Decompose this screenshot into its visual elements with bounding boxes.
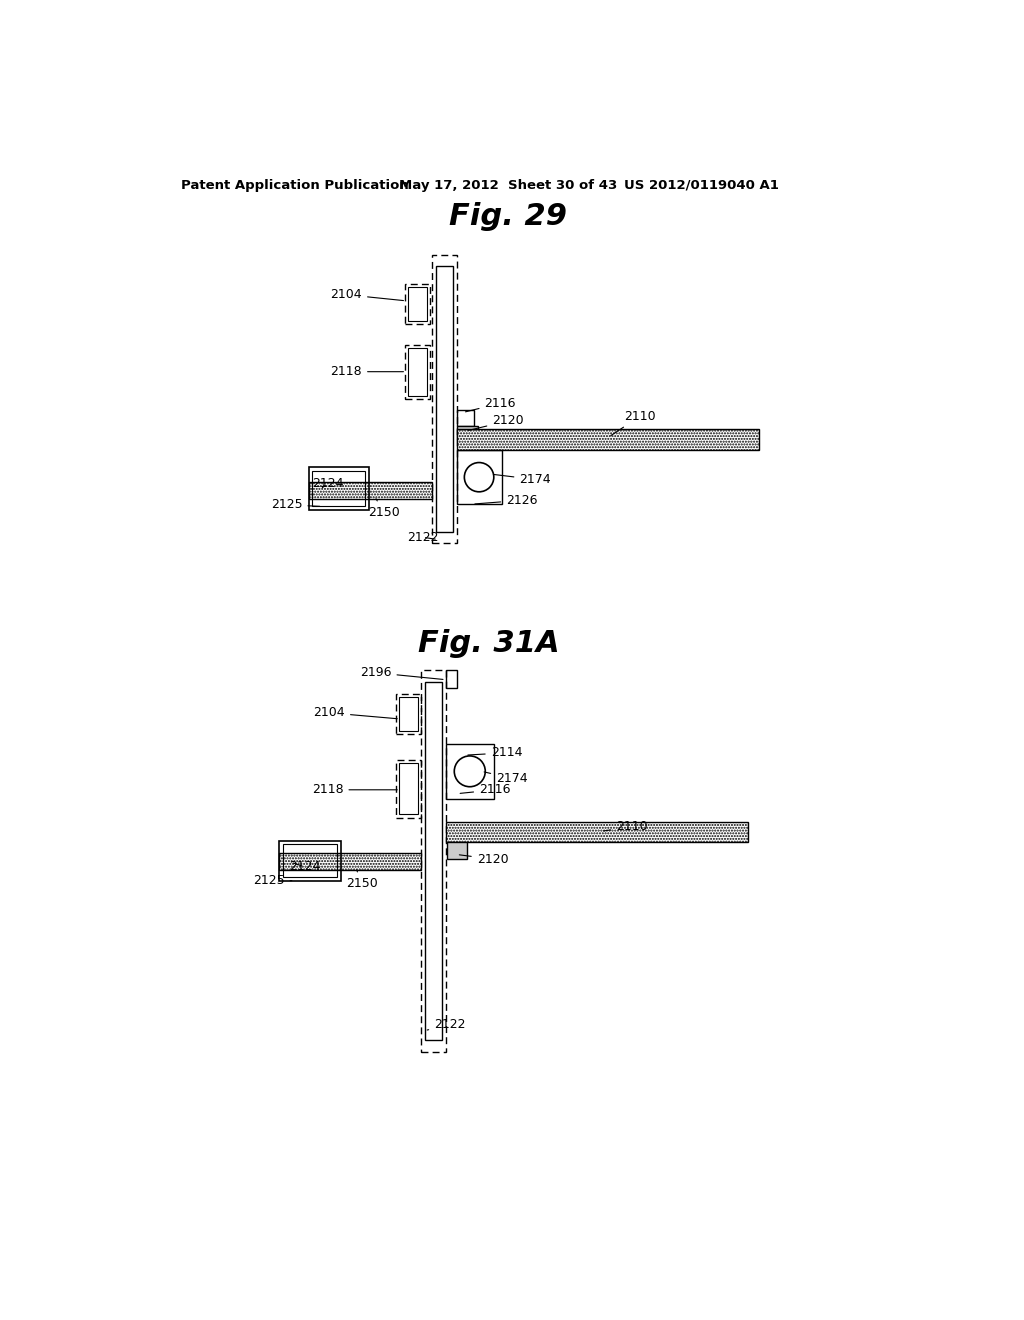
Text: Fig. 29: Fig. 29 xyxy=(449,202,566,231)
Bar xyxy=(457,411,474,425)
Bar xyxy=(421,671,445,1052)
Text: 2196: 2196 xyxy=(360,667,443,680)
Text: 2124: 2124 xyxy=(312,477,343,490)
Bar xyxy=(457,450,502,504)
Text: 2104: 2104 xyxy=(331,288,403,301)
Text: 2110: 2110 xyxy=(603,820,648,833)
Bar xyxy=(445,671,457,688)
Text: 2118: 2118 xyxy=(331,366,403,379)
Bar xyxy=(445,822,748,842)
Text: 2125: 2125 xyxy=(253,874,292,887)
Text: 2126: 2126 xyxy=(475,494,538,507)
Text: 2120: 2120 xyxy=(460,853,508,866)
Bar xyxy=(308,482,432,499)
Text: 2110: 2110 xyxy=(610,409,655,436)
Bar xyxy=(308,467,369,510)
Bar xyxy=(457,425,478,438)
Text: US 2012/0119040 A1: US 2012/0119040 A1 xyxy=(624,178,779,191)
Bar xyxy=(396,694,421,734)
Bar xyxy=(396,760,421,817)
Bar xyxy=(425,682,442,1040)
Text: 2116: 2116 xyxy=(460,783,511,796)
Text: 2150: 2150 xyxy=(369,499,400,519)
Text: 2114: 2114 xyxy=(468,746,522,759)
Text: 2122: 2122 xyxy=(407,531,438,544)
Text: 2122: 2122 xyxy=(427,1018,466,1031)
Bar xyxy=(404,284,430,323)
Bar xyxy=(312,471,366,506)
Bar xyxy=(432,255,457,544)
Bar xyxy=(404,345,430,399)
Bar xyxy=(399,697,418,731)
Bar xyxy=(280,853,421,870)
Text: 2124: 2124 xyxy=(289,861,321,874)
Text: Patent Application Publication: Patent Application Publication xyxy=(180,178,409,191)
Text: Fig. 31A: Fig. 31A xyxy=(418,630,559,657)
Bar xyxy=(447,842,467,859)
Text: 2120: 2120 xyxy=(469,414,524,430)
Bar xyxy=(399,763,418,814)
Text: 2150: 2150 xyxy=(346,870,378,890)
Text: 2118: 2118 xyxy=(312,783,397,796)
Text: 2125: 2125 xyxy=(270,499,319,511)
Bar xyxy=(435,267,453,532)
Bar xyxy=(457,429,759,450)
Text: 2174: 2174 xyxy=(494,473,551,486)
Text: 2174: 2174 xyxy=(484,772,527,785)
Bar xyxy=(408,286,427,321)
Text: 2116: 2116 xyxy=(466,397,516,412)
Text: 2104: 2104 xyxy=(313,706,397,719)
Text: Sheet 30 of 43: Sheet 30 of 43 xyxy=(508,178,617,191)
Bar xyxy=(280,841,341,880)
Text: May 17, 2012: May 17, 2012 xyxy=(399,178,499,191)
Bar xyxy=(445,743,494,799)
Bar xyxy=(283,845,337,876)
Bar xyxy=(408,348,427,396)
